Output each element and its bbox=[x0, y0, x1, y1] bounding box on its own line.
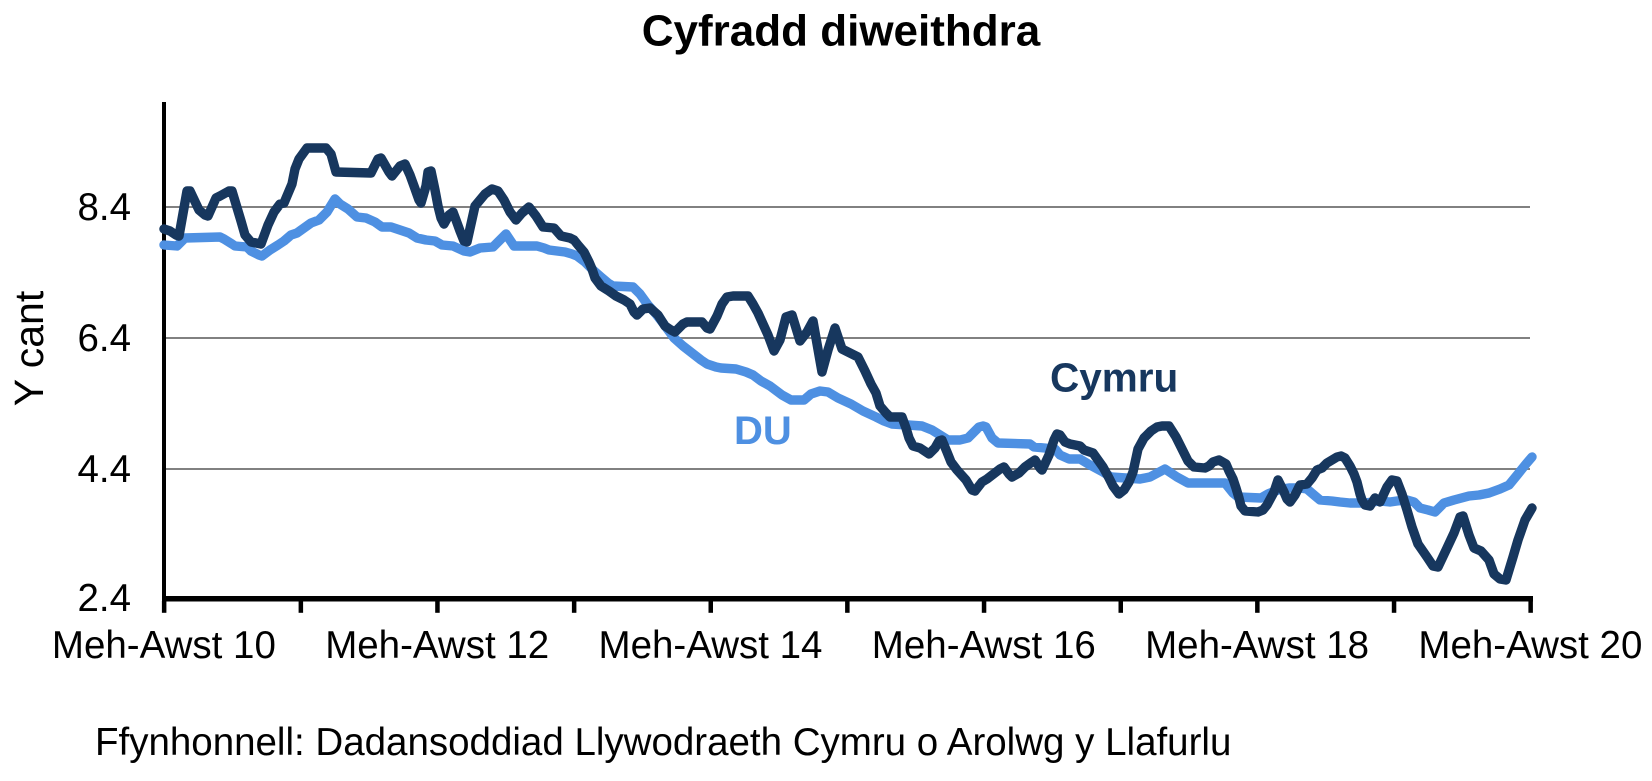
svg-text:DU: DU bbox=[734, 409, 792, 453]
svg-text:4.4: 4.4 bbox=[77, 448, 131, 491]
svg-text:Meh-Awst 18: Meh-Awst 18 bbox=[1145, 624, 1369, 667]
svg-text:Meh-Awst 20: Meh-Awst 20 bbox=[1418, 624, 1642, 667]
svg-text:Meh-Awst 12: Meh-Awst 12 bbox=[325, 624, 549, 667]
svg-text:8.4: 8.4 bbox=[77, 186, 131, 229]
svg-text:Meh-Awst 10: Meh-Awst 10 bbox=[52, 624, 276, 667]
svg-text:Meh-Awst 16: Meh-Awst 16 bbox=[872, 624, 1096, 667]
svg-text:Cyfradd diweithdra: Cyfradd diweithdra bbox=[642, 7, 1041, 56]
svg-text:Y cant: Y cant bbox=[6, 290, 52, 406]
svg-text:Cymru: Cymru bbox=[1050, 355, 1178, 401]
svg-text:6.4: 6.4 bbox=[77, 317, 131, 360]
svg-text:Ffynhonnell: Dadansoddiad Llyw: Ffynhonnell: Dadansoddiad Llywodraeth Cy… bbox=[95, 721, 1231, 764]
svg-text:Meh-Awst 14: Meh-Awst 14 bbox=[599, 624, 823, 667]
svg-text:2.4: 2.4 bbox=[77, 577, 131, 620]
